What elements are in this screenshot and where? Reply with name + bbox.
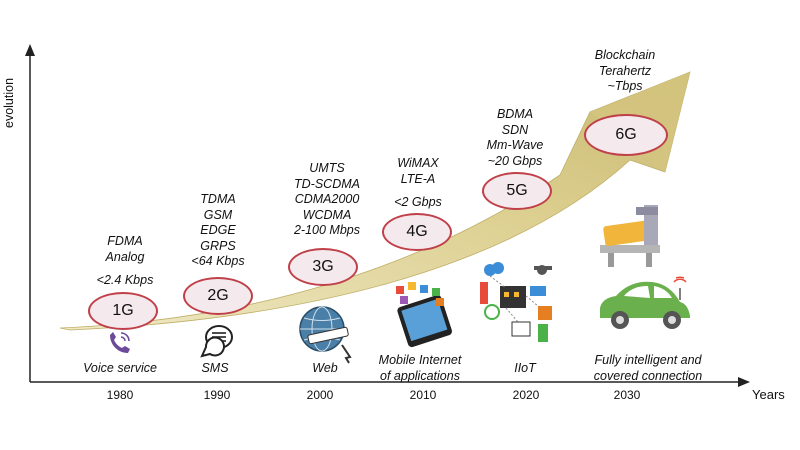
generation-4g-ellipse: 4G [382,213,452,251]
tech-list-5g: BDMA SDN Mm-Wave ~20 Gbps [475,107,555,169]
x-axis-arrowhead [738,377,750,387]
y-axis-arrowhead [25,44,35,56]
generation-5g-ellipse: 5G [482,172,552,210]
smartphone-apps-icon [396,282,453,348]
globe-web-icon [299,306,352,364]
tech-speed: ~20 Gbps [487,153,543,168]
tech-item: Terahertz [598,63,652,78]
generation-6g-ellipse: 6G [584,114,668,156]
tech-item: BDMA [496,107,534,121]
year-1990: 1990 [203,388,231,402]
tech-speed: 2-100 Mbps [293,223,360,237]
year-1980: 1980 [106,388,134,402]
generation-2g-ellipse: 2G [183,277,253,315]
caption-3g: Web [290,360,360,376]
tech-item: FDMA [107,234,143,248]
tech-list-4g: WiMAX LTE-A <2 Gbps [378,156,458,211]
tech-item: CDMA2000 [294,192,360,206]
tech-item: EDGE [200,223,236,237]
generation-1g-ellipse: 1G [88,292,158,330]
caption-line: of applications [380,369,460,383]
tech-speed: ~Tbps [607,79,643,93]
x-axis-label: Years [752,387,785,402]
tech-item: TD-SCDMA [294,176,360,191]
year-2030: 2030 [613,388,641,402]
tech-speed: <2 Gbps [394,195,442,209]
tech-item: GRPS [200,238,236,253]
caption-line: IIoT [514,361,536,375]
tech-list-3g: UMTS TD-SCDMA CDMA2000 WCDMA 2-100 Mbps [282,161,372,239]
sms-chat-icon [200,325,233,358]
generation-3g-ellipse: 3G [288,248,358,286]
caption-1g: Voice service [70,360,170,376]
tech-item [90,265,160,273]
tech-list-2g: TDMA GSM EDGE GRPS <64 Kbps [178,192,258,270]
tech-speed: <64 Kbps [191,254,245,268]
tech-list-6g: Blockchain Terahertz ~Tbps [580,48,670,95]
y-axis-label: evolution [2,77,16,128]
robot-arm-icon [600,205,660,267]
tech-item: Analog [105,249,145,264]
industrial-iot-icon [480,262,552,342]
caption-4g: Mobile Internet of applications [365,352,475,384]
tech-item: SDN [501,122,529,137]
caption-line: SMS [201,361,229,375]
caption-line: Web [312,361,338,375]
caption-line: Mobile Internet [378,353,462,367]
caption-2g: SMS [180,360,250,376]
tech-list-1g: FDMA Analog <2.4 Kbps [90,234,160,289]
tech-speed: <2.4 Kbps [96,273,154,287]
tech-item: UMTS [309,161,345,175]
tech-item: WiMAX [397,156,439,170]
phone-icon [110,332,130,353]
tech-item: WCDMA [302,207,352,222]
year-2000: 2000 [306,388,334,402]
caption-line: covered connection [593,369,703,383]
tech-item: Blockchain [594,48,656,62]
caption-5g: IIoT [495,360,555,376]
caption-line: Voice service [83,361,157,375]
caption-6g: Fully intelligent and covered connection [583,352,713,384]
tech-item: TDMA [200,192,236,206]
tech-item: GSM [203,207,233,222]
year-2020: 2020 [512,388,540,402]
tech-item: Mm-Wave [486,138,544,152]
caption-line: Fully intelligent and [594,353,702,367]
tech-item [378,187,458,195]
year-2010: 2010 [409,388,437,402]
car-icon [600,276,690,329]
tech-item: LTE-A [400,171,436,186]
